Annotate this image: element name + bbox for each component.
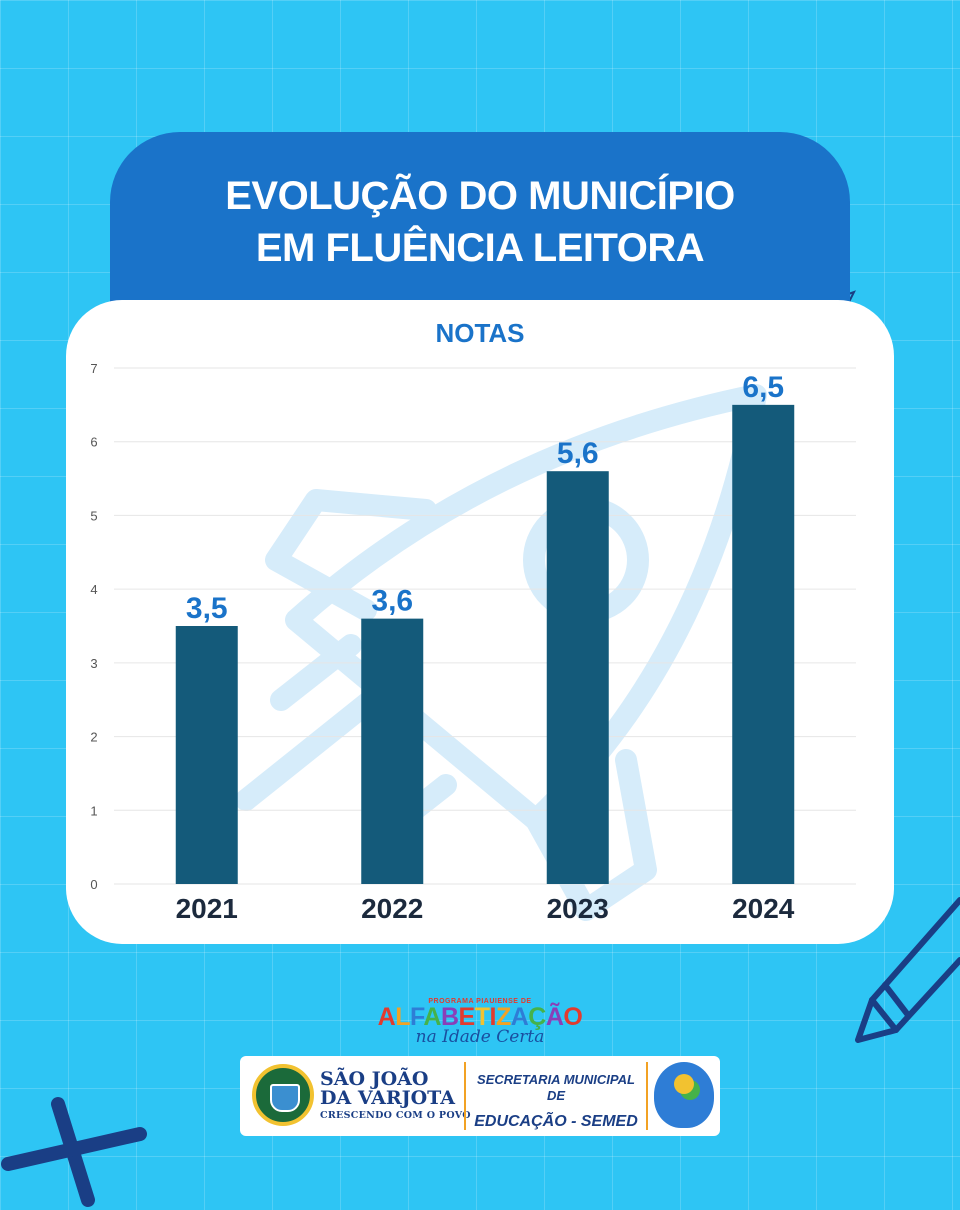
program-name-letter: L bbox=[395, 1003, 410, 1031]
y-tick-label: 3 bbox=[90, 656, 97, 671]
bar-value-label: 3,5 bbox=[186, 592, 228, 625]
x-category-label: 2021 bbox=[176, 893, 238, 924]
program-name-letter: F bbox=[409, 1003, 424, 1031]
bar-value-label: 5,6 bbox=[557, 437, 599, 470]
program-name-letter: A bbox=[377, 1003, 396, 1031]
y-tick-label: 0 bbox=[90, 877, 97, 892]
secretaria-line-2: EDUCAÇÃO - SEMED bbox=[474, 1113, 638, 1130]
program-name-letter: A bbox=[510, 1003, 529, 1031]
city-name-line-1: SÃO JOÃO bbox=[320, 1068, 429, 1090]
x-category-label: 2023 bbox=[547, 893, 609, 924]
y-tick-label: 1 bbox=[90, 803, 97, 818]
program-name-letter: B bbox=[440, 1003, 459, 1031]
bar-value-label: 3,6 bbox=[371, 585, 413, 618]
program-name-letter: O bbox=[563, 1003, 583, 1031]
rocket-watermark-part bbox=[270, 634, 362, 711]
bar bbox=[546, 471, 609, 884]
program-name-letter: Z bbox=[495, 1003, 511, 1031]
bar bbox=[175, 626, 238, 884]
title-line-2: EM FLUÊNCIA LEITORA bbox=[255, 226, 705, 270]
y-tick-label: 2 bbox=[90, 730, 97, 745]
program-name-letter: Ã bbox=[545, 1003, 564, 1031]
program-name-letter: T bbox=[474, 1003, 490, 1031]
secretaria-line-1: SECRETARIA MUNICIPAL DE bbox=[477, 1072, 635, 1103]
y-tick-label: 5 bbox=[90, 508, 97, 523]
city-crest-icon bbox=[252, 1064, 314, 1126]
x-category-label: 2024 bbox=[732, 893, 795, 924]
x-category-label: 2022 bbox=[361, 893, 423, 924]
bar bbox=[732, 404, 795, 884]
divider bbox=[464, 1062, 466, 1130]
program-name-letter: A bbox=[423, 1003, 441, 1031]
bar-chart: NOTAS 0 1 2 3 4 5 6 7 3,5 2021 3,6 2022 5,6 2023 6,5 202… bbox=[90, 318, 856, 924]
program-name: ALFABETIZAÇÃO bbox=[370, 1003, 590, 1031]
bar-value-label: 6,5 bbox=[742, 371, 784, 404]
y-tick-label: 4 bbox=[90, 582, 97, 597]
chart-title: NOTAS bbox=[435, 318, 524, 348]
program-name-letter: E bbox=[458, 1003, 476, 1031]
program-name-letter: Ç bbox=[528, 1003, 546, 1031]
seal-icon bbox=[654, 1062, 714, 1128]
page-title: EVOLUÇÃO DO MUNICÍPIO EM FLUÊNCIA LEITOR… bbox=[110, 170, 850, 274]
rocket-watermark-icon bbox=[235, 384, 767, 921]
footer-logos: SÃO JOÃO DA VARJOTA CRESCENDO COM O POVO… bbox=[240, 1056, 720, 1136]
rocket-watermark-part bbox=[285, 384, 767, 831]
city-name: SÃO JOÃO DA VARJOTA bbox=[320, 1070, 455, 1108]
y-tick-label: 7 bbox=[90, 361, 97, 376]
program-name-letter: I bbox=[489, 1003, 496, 1031]
city-slogan: CRESCENDO COM O POVO bbox=[320, 1110, 471, 1121]
program-small-text: PROGRAMA PIAUIENSE DE bbox=[428, 998, 532, 1005]
cross-icon bbox=[1, 1097, 147, 1207]
y-tick-label: 6 bbox=[90, 435, 97, 450]
title-line-1: EVOLUÇÃO DO MUNICÍPIO bbox=[225, 174, 735, 218]
divider bbox=[646, 1062, 648, 1130]
city-name-line-2: DA VARJOTA bbox=[320, 1087, 456, 1109]
program-script: na Idade Certa bbox=[415, 1027, 545, 1047]
chart-card: NOTAS 0 1 2 3 4 5 6 7 3,5 2021 3,6 2022 5,6 2023 6,5 202… bbox=[66, 300, 894, 944]
program-logo: PROGRAMA PIAUIENSE DE ALFABETIZAÇÃO na I… bbox=[370, 998, 590, 1052]
secretaria-name: SECRETARIA MUNICIPAL DE EDUCAÇÃO - SEMED bbox=[470, 1072, 642, 1134]
rocket-watermark-part bbox=[265, 489, 437, 621]
bar bbox=[361, 618, 424, 884]
